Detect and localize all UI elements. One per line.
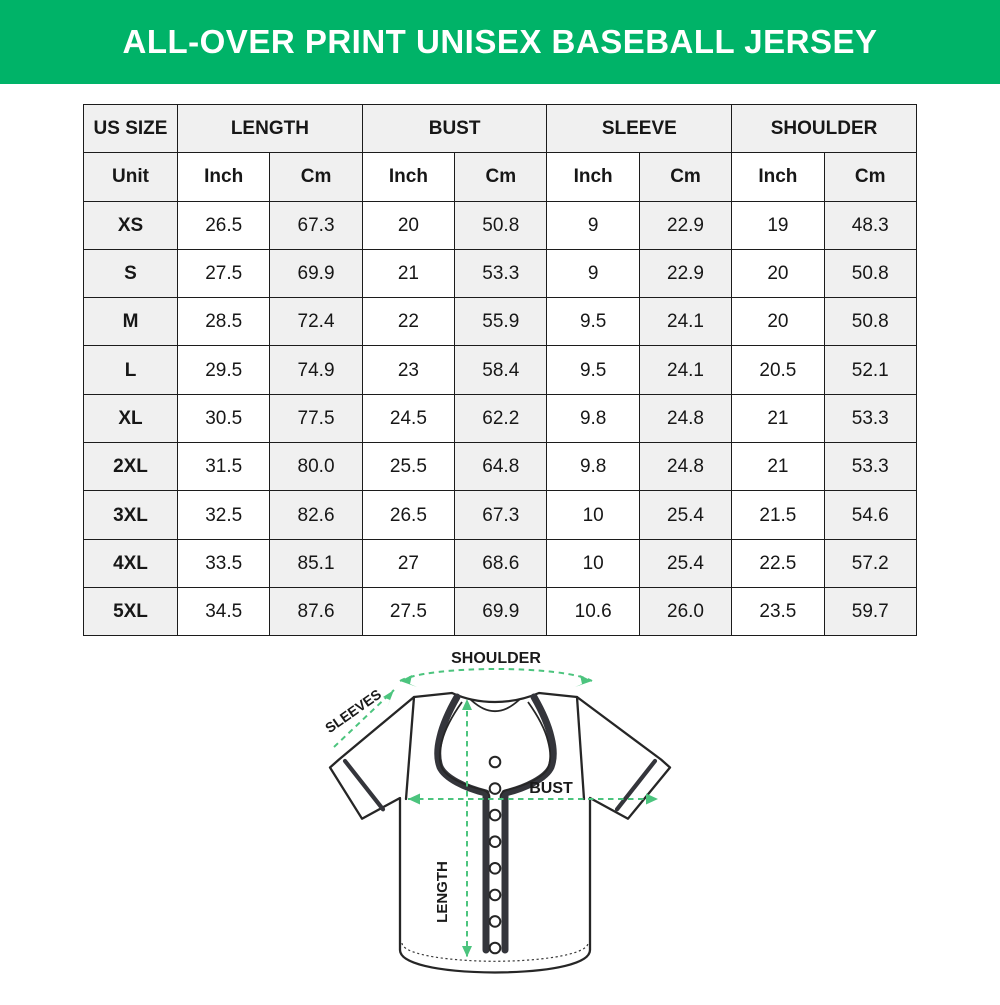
svg-text:SLEEVES: SLEEVES — [322, 686, 384, 736]
svg-text:SHOULDER: SHOULDER — [451, 650, 541, 667]
svg-text:LENGTH: LENGTH — [434, 861, 451, 923]
svg-text:BUST: BUST — [529, 780, 573, 797]
